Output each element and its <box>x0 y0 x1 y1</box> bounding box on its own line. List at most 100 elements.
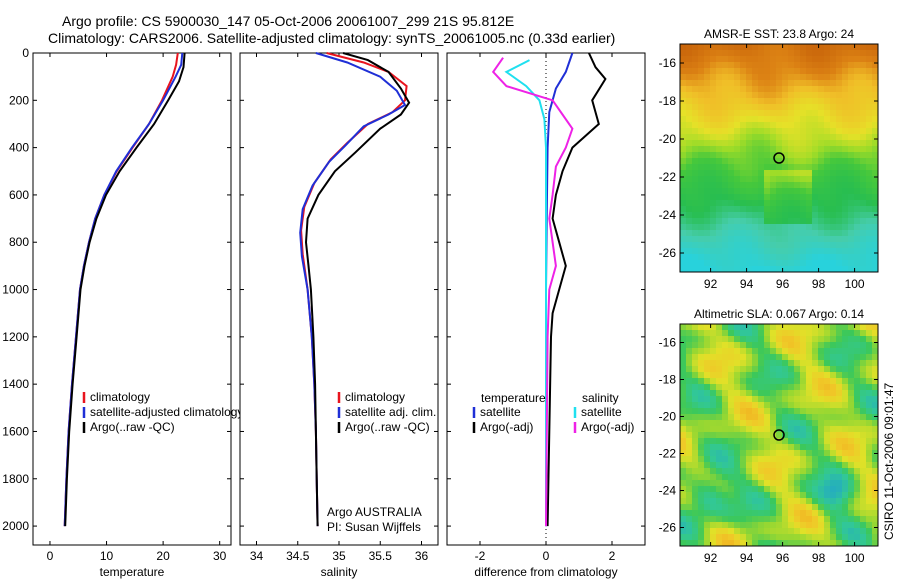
heatmap-cell <box>716 486 723 493</box>
heatmap-cell <box>812 230 819 237</box>
heatmap-cell <box>728 260 735 267</box>
heatmap-cell <box>836 116 843 123</box>
heatmap-cell <box>692 236 699 243</box>
heatmap-cell <box>764 248 771 255</box>
heatmap-cell <box>692 56 699 63</box>
heatmap-cell <box>824 408 831 415</box>
heatmap-cell <box>854 408 861 415</box>
heatmap-cell <box>710 522 717 529</box>
heatmap-cell <box>842 164 849 171</box>
heatmap-cell <box>758 432 765 439</box>
heatmap-cell <box>704 516 711 523</box>
heatmap-cell <box>872 206 879 213</box>
heatmap-cell <box>794 522 801 529</box>
heatmap-cell <box>842 402 849 409</box>
heatmap-cell <box>746 74 753 81</box>
heatmap-cell <box>734 474 741 481</box>
heatmap-cell <box>830 438 837 445</box>
heatmap-cell <box>728 170 735 177</box>
heatmap-cell <box>824 260 831 267</box>
heatmap-cell <box>740 474 747 481</box>
heatmap-cell <box>740 510 747 517</box>
heatmap-cell <box>776 396 783 403</box>
heatmap-cell <box>782 456 789 463</box>
heatmap-cell <box>842 212 849 219</box>
heatmap-cell <box>722 248 729 255</box>
heatmap-cell <box>692 92 699 99</box>
heatmap-cell <box>860 248 867 255</box>
legend-label: satellite <box>480 405 521 419</box>
heatmap-cell <box>704 408 711 415</box>
heatmap-cell <box>860 456 867 463</box>
heatmap-cell <box>788 396 795 403</box>
heatmap-cell <box>746 432 753 439</box>
heatmap-cell <box>686 206 693 213</box>
heatmap-cell <box>776 378 783 385</box>
heatmap-cell <box>692 176 699 183</box>
heatmap-cell <box>824 372 831 379</box>
heatmap-cell <box>686 468 693 475</box>
heatmap-cell <box>836 170 843 177</box>
heatmap-cell <box>704 390 711 397</box>
heatmap-cell <box>818 182 825 189</box>
heatmap-cell <box>806 260 813 267</box>
heatmap-cell <box>704 510 711 517</box>
heatmap-cell <box>770 378 777 385</box>
heatmap-cell <box>812 396 819 403</box>
heatmap-cell <box>830 56 837 63</box>
heatmap-cell <box>746 176 753 183</box>
heatmap-cell <box>830 254 837 261</box>
heatmap-cell <box>704 366 711 373</box>
heatmap-cell <box>860 230 867 237</box>
heatmap-cell <box>836 504 843 511</box>
heatmap-cell <box>728 104 735 111</box>
heatmap-cell <box>680 104 687 111</box>
heatmap-cell <box>800 516 807 523</box>
heatmap-cell <box>812 486 819 493</box>
heatmap-cell <box>818 230 825 237</box>
x-tick-label: 0 <box>47 549 54 563</box>
heatmap-cell <box>860 384 867 391</box>
heatmap-cell <box>758 224 765 231</box>
heatmap-cell <box>782 510 789 517</box>
heatmap-cell <box>740 492 747 499</box>
heatmap-cell <box>716 366 723 373</box>
heatmap-cell <box>746 480 753 487</box>
heatmap-cell <box>728 396 735 403</box>
heatmap-cell <box>728 498 735 505</box>
heatmap-cell <box>704 444 711 451</box>
heatmap-cell <box>764 56 771 63</box>
heatmap-cell <box>728 212 735 219</box>
heatmap-cell <box>836 128 843 135</box>
heatmap-cell <box>854 224 861 231</box>
heatmap-cell <box>770 80 777 87</box>
heatmap-cell <box>788 164 795 171</box>
heatmap-cell <box>716 188 723 195</box>
heatmap-cell <box>818 68 825 75</box>
heatmap-cell <box>734 206 741 213</box>
heatmap-cell <box>806 194 813 201</box>
heatmap-cell <box>776 158 783 165</box>
heatmap-cell <box>848 354 855 361</box>
side-label: CSIRO 11-Oct-2006 09:01:47 <box>882 382 896 540</box>
heatmap-cell <box>692 164 699 171</box>
heatmap-cell <box>686 254 693 261</box>
heatmap-cell <box>848 384 855 391</box>
heatmap-cell <box>680 116 687 123</box>
heatmap-cell <box>728 86 735 93</box>
heatmap-cell <box>776 248 783 255</box>
heatmap-cell <box>758 348 765 355</box>
heatmap-cell <box>854 516 861 523</box>
heatmap-cell <box>866 236 873 243</box>
heatmap-cell <box>806 522 813 529</box>
heatmap-cell <box>806 62 813 69</box>
heatmap-cell <box>800 56 807 63</box>
heatmap-cell <box>794 360 801 367</box>
heatmap-cell <box>788 324 795 331</box>
heatmap-cell <box>734 110 741 117</box>
heatmap-cell <box>698 260 705 267</box>
heatmap-cell <box>704 462 711 469</box>
heatmap-cell <box>866 354 873 361</box>
heatmap-cell <box>740 68 747 75</box>
heatmap-cell <box>680 92 687 99</box>
